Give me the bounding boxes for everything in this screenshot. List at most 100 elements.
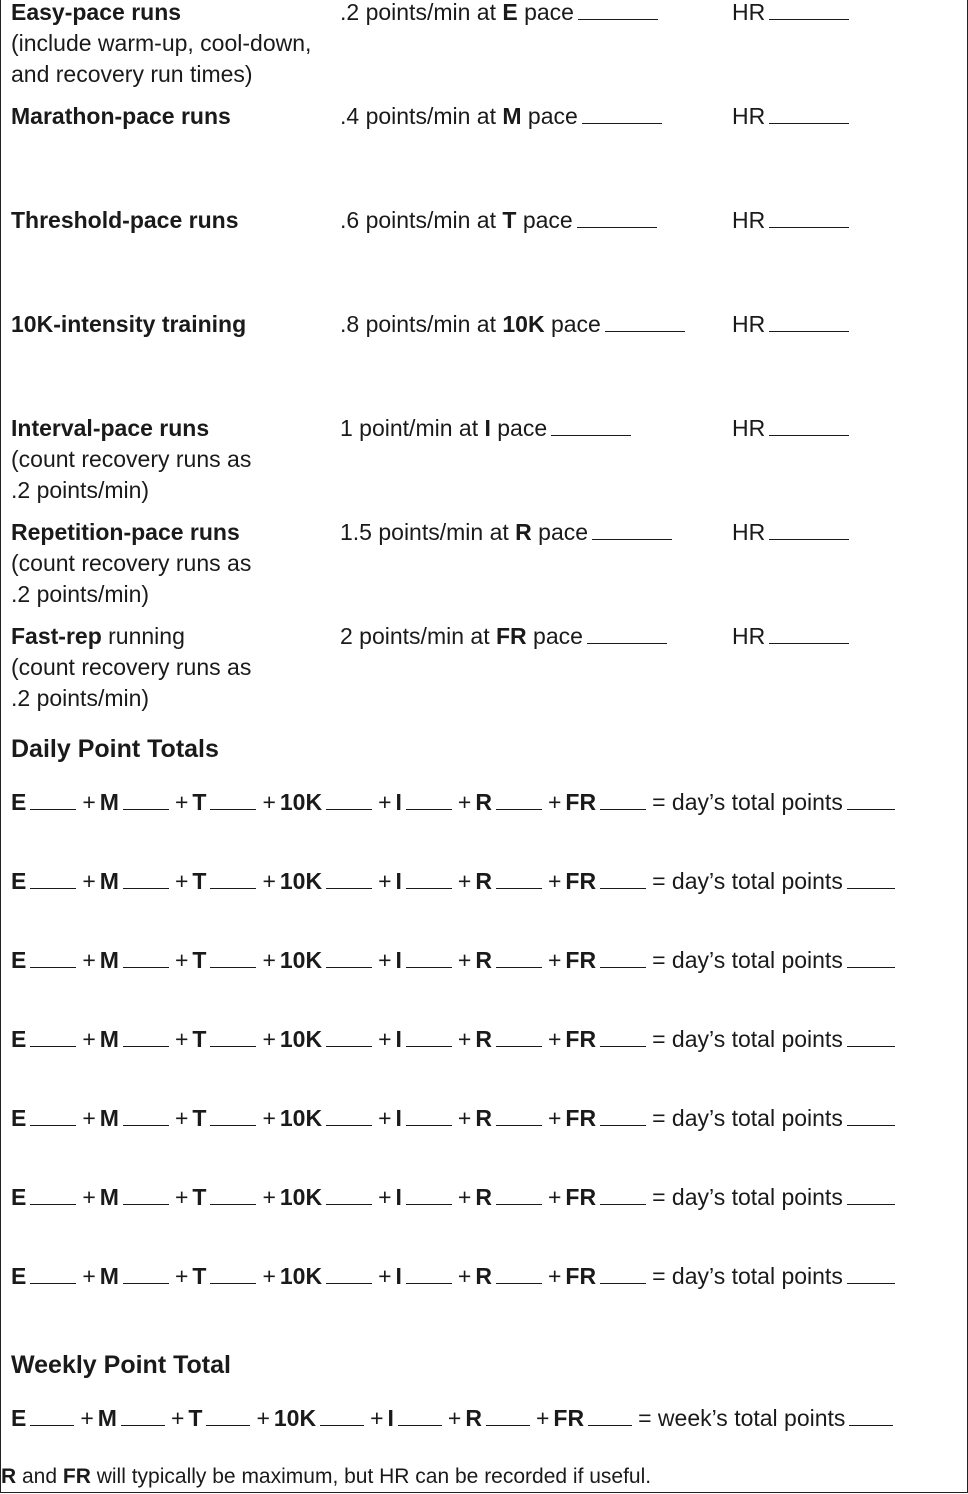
training-type-note: (count recovery runs as bbox=[11, 550, 252, 576]
points-blank-field[interactable] bbox=[600, 1283, 647, 1284]
points-blank-field[interactable] bbox=[30, 967, 77, 968]
total-blank-field[interactable] bbox=[846, 809, 895, 810]
points-equation: E + M + T +10K + I + R + FR = day’s total points bbox=[11, 1103, 895, 1134]
total-blank-field[interactable] bbox=[846, 967, 895, 968]
points-blank-field[interactable] bbox=[485, 1425, 530, 1426]
pace-blank-field[interactable] bbox=[581, 123, 662, 124]
points-blank-field[interactable] bbox=[405, 1125, 452, 1126]
points-blank-field[interactable] bbox=[397, 1425, 442, 1426]
hr-blank-field[interactable] bbox=[769, 19, 850, 20]
plus-sign: + bbox=[447, 1405, 462, 1431]
code-i: I bbox=[395, 1184, 402, 1210]
points-blank-field[interactable] bbox=[405, 1283, 452, 1284]
points-blank-field[interactable] bbox=[210, 1283, 257, 1284]
points-blank-field[interactable] bbox=[326, 1283, 373, 1284]
points-blank-field[interactable] bbox=[495, 809, 542, 810]
total-blank-field[interactable] bbox=[846, 888, 895, 889]
points-blank-field[interactable] bbox=[30, 888, 77, 889]
hr-label: HR bbox=[732, 519, 766, 545]
points-blank-field[interactable] bbox=[600, 1204, 647, 1205]
points-blank-field[interactable] bbox=[30, 1125, 77, 1126]
points-blank-field[interactable] bbox=[495, 888, 542, 889]
points-blank-field[interactable] bbox=[30, 1046, 77, 1047]
points-blank-field[interactable] bbox=[405, 888, 452, 889]
points-blank-field[interactable] bbox=[600, 967, 647, 968]
points-blank-field[interactable] bbox=[210, 1046, 257, 1047]
points-blank-field[interactable] bbox=[320, 1425, 365, 1426]
training-rate: .4 points/min at M pace bbox=[340, 101, 662, 132]
points-blank-field[interactable] bbox=[122, 888, 169, 889]
points-blank-field[interactable] bbox=[405, 1046, 452, 1047]
hr-blank-field[interactable] bbox=[769, 331, 850, 332]
code-r: R bbox=[475, 1263, 492, 1289]
training-type-note: .2 points/min) bbox=[11, 477, 150, 503]
points-blank-field[interactable] bbox=[495, 1125, 542, 1126]
pace-blank-field[interactable] bbox=[586, 643, 667, 644]
points-blank-field[interactable] bbox=[405, 967, 452, 968]
points-blank-field[interactable] bbox=[326, 809, 373, 810]
hr-blank-field[interactable] bbox=[769, 123, 850, 124]
points-blank-field[interactable] bbox=[122, 1283, 169, 1284]
hr-blank-field[interactable] bbox=[769, 227, 850, 228]
points-blank-field[interactable] bbox=[210, 888, 257, 889]
code-fr: FR bbox=[565, 1263, 597, 1289]
pace-blank-field[interactable] bbox=[604, 331, 685, 332]
points-blank-field[interactable] bbox=[600, 1125, 647, 1126]
points-blank-field[interactable] bbox=[30, 809, 77, 810]
points-blank-field[interactable] bbox=[495, 1204, 542, 1205]
points-blank-field[interactable] bbox=[210, 1125, 257, 1126]
points-blank-field[interactable] bbox=[326, 1125, 373, 1126]
points-blank-field[interactable] bbox=[495, 1046, 542, 1047]
points-blank-field[interactable] bbox=[326, 1046, 373, 1047]
total-blank-field[interactable] bbox=[846, 1283, 895, 1284]
points-blank-field[interactable] bbox=[405, 1204, 452, 1205]
points-blank-field[interactable] bbox=[122, 967, 169, 968]
plus-sign: + bbox=[170, 1405, 185, 1431]
total-blank-field[interactable] bbox=[849, 1425, 894, 1426]
points-blank-field[interactable] bbox=[122, 1204, 169, 1205]
points-blank-field[interactable] bbox=[495, 967, 542, 968]
points-blank-field[interactable] bbox=[495, 1283, 542, 1284]
points-blank-field[interactable] bbox=[120, 1425, 165, 1426]
pace-code: E bbox=[502, 0, 518, 25]
training-type-name: Repetition-pace runs bbox=[11, 517, 240, 548]
hr-blank-field[interactable] bbox=[769, 643, 850, 644]
points-blank-field[interactable] bbox=[30, 1204, 77, 1205]
total-blank-field[interactable] bbox=[846, 1204, 895, 1205]
pace-blank-field[interactable] bbox=[576, 227, 657, 228]
pace-code: I bbox=[484, 415, 491, 441]
points-blank-field[interactable] bbox=[30, 1425, 75, 1426]
points-blank-field[interactable] bbox=[326, 967, 373, 968]
training-type-label-suffix: running bbox=[101, 623, 185, 649]
pace-blank-field[interactable] bbox=[592, 539, 673, 540]
total-blank-field[interactable] bbox=[846, 1046, 895, 1047]
points-blank-field[interactable] bbox=[122, 1046, 169, 1047]
points-blank-field[interactable] bbox=[30, 1283, 77, 1284]
plus-sign: + bbox=[547, 1184, 562, 1210]
total-blank-field[interactable] bbox=[846, 1125, 895, 1126]
code-r: R bbox=[475, 868, 492, 894]
pace-blank-field[interactable] bbox=[577, 19, 658, 20]
points-blank-field[interactable] bbox=[600, 888, 647, 889]
points-blank-field[interactable] bbox=[588, 1425, 633, 1426]
points-blank-field[interactable] bbox=[210, 1204, 257, 1205]
points-blank-field[interactable] bbox=[326, 1204, 373, 1205]
points-blank-field[interactable] bbox=[210, 967, 257, 968]
points-blank-field[interactable] bbox=[600, 809, 647, 810]
total-label: = day’s total points bbox=[652, 1263, 843, 1289]
training-type-name: 10K-intensity training bbox=[11, 309, 246, 340]
points-blank-field[interactable] bbox=[210, 809, 257, 810]
points-blank-field[interactable] bbox=[600, 1046, 647, 1047]
points-blank-field[interactable] bbox=[206, 1425, 251, 1426]
points-blank-field[interactable] bbox=[122, 809, 169, 810]
points-blank-field[interactable] bbox=[405, 809, 452, 810]
pace-blank-field[interactable] bbox=[551, 435, 632, 436]
points-blank-field[interactable] bbox=[326, 888, 373, 889]
points-blank-field[interactable] bbox=[122, 1125, 169, 1126]
code-fr: FR bbox=[565, 1105, 597, 1131]
plus-sign: + bbox=[174, 1184, 189, 1210]
rate-prefix: .2 points/min at bbox=[340, 0, 496, 25]
hr-blank-field[interactable] bbox=[769, 435, 850, 436]
hr-blank-field[interactable] bbox=[769, 539, 850, 540]
pace-code: FR bbox=[495, 623, 527, 649]
